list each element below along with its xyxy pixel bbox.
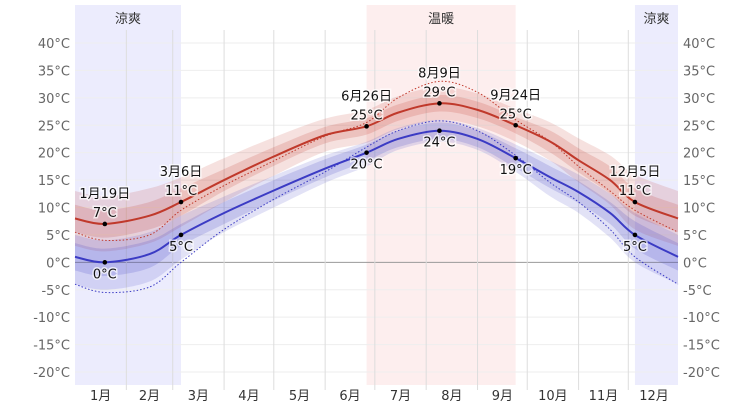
low-band-10-90 (75, 119, 678, 290)
y-tick-right: 10°C (683, 202, 715, 217)
high-point (364, 124, 369, 129)
y-tick-left: -5°C (41, 284, 70, 299)
y-tick-right: -5°C (683, 284, 712, 299)
annotation-high: 25°C (350, 108, 382, 123)
y-tick-left: 40°C (38, 37, 70, 52)
season-band (366, 5, 516, 385)
y-tick-left: 35°C (38, 64, 70, 79)
y-tick-right: -20°C (683, 366, 720, 381)
y-tick-right: 5°C (683, 229, 707, 244)
annotation-low: 0°C (93, 267, 117, 282)
annotation-date: 12月5日 (610, 165, 661, 180)
low-point (102, 260, 108, 265)
low-point (178, 232, 184, 238)
y-tick-left: -10°C (33, 311, 70, 326)
y-tick-right: 35°C (683, 64, 715, 79)
y-tick-right: -10°C (683, 311, 720, 326)
season-band (75, 5, 182, 385)
x-tick: 9月 (492, 389, 513, 404)
annotation-date: 8月9日 (418, 66, 461, 81)
y-tick-left: -20°C (33, 366, 70, 381)
high-point (437, 101, 442, 106)
annotation-low: 19°C (500, 163, 532, 178)
y-tick-left: 15°C (38, 174, 70, 189)
x-tick: 6月 (339, 389, 360, 404)
high-line (74, 102, 679, 225)
y-tick-right: 0°C (683, 256, 707, 271)
y-tick-left: 5°C (46, 229, 70, 244)
high-point (632, 199, 638, 205)
x-tick: 5月 (289, 389, 310, 404)
annotation-low: 5°C (623, 240, 647, 255)
x-tick: 10月 (538, 389, 568, 404)
annotation-date: 3月6日 (160, 165, 203, 180)
x-tick: 2月 (139, 389, 160, 404)
x-tick: 8月 (441, 389, 462, 404)
y-tick-left: -15°C (33, 339, 70, 354)
annotation-date: 1月19日 (79, 187, 130, 202)
annotation-high: 25°C (500, 107, 532, 122)
low-band-25-75 (75, 122, 678, 277)
low-point (364, 150, 369, 155)
low-point (513, 155, 518, 161)
annotation-high: 11°C (619, 184, 651, 199)
low-point (437, 128, 442, 134)
x-tick: 12月 (639, 389, 669, 404)
y-tick-right: 30°C (683, 92, 715, 107)
y-tick-left: 10°C (38, 202, 70, 217)
low-point (632, 232, 638, 238)
y-tick-right: 20°C (683, 147, 715, 162)
x-tick: 11月 (589, 389, 619, 404)
annotation-high: 29°C (423, 85, 455, 100)
x-tick: 7月 (390, 389, 411, 404)
high-point (102, 221, 108, 227)
low-line (74, 129, 679, 264)
annotation-low: 20°C (350, 158, 382, 173)
y-tick-right: 25°C (683, 119, 715, 134)
y-tick-left: 0°C (46, 256, 70, 271)
y-tick-right: -15°C (683, 339, 720, 354)
high-point (513, 122, 518, 128)
annotation-low: 24°C (423, 136, 455, 151)
x-tick: 3月 (188, 389, 209, 404)
season-band (634, 5, 678, 385)
annotation-date: 6月26日 (341, 89, 392, 104)
annotation-low: 5°C (169, 240, 193, 255)
y-tick-right: 15°C (683, 174, 715, 189)
annotation-high: 7°C (93, 206, 117, 221)
annotation-date: 9月24日 (490, 88, 541, 103)
y-tick-left: 25°C (38, 119, 70, 134)
x-tick: 4月 (238, 389, 259, 404)
season-label: 涼爽 (643, 12, 669, 27)
x-tick: 1月 (90, 389, 111, 404)
y-tick-left: 30°C (38, 92, 70, 107)
y-tick-right: 40°C (683, 37, 715, 52)
high-point (178, 199, 184, 205)
high-perceived-line (74, 80, 679, 242)
season-label: 温暖 (428, 12, 454, 27)
low-perceived-line (74, 120, 679, 294)
season-label: 涼爽 (115, 12, 141, 27)
high-band-10-90 (75, 86, 678, 252)
y-tick-left: 20°C (38, 147, 70, 162)
annotation-high: 11°C (165, 184, 197, 199)
